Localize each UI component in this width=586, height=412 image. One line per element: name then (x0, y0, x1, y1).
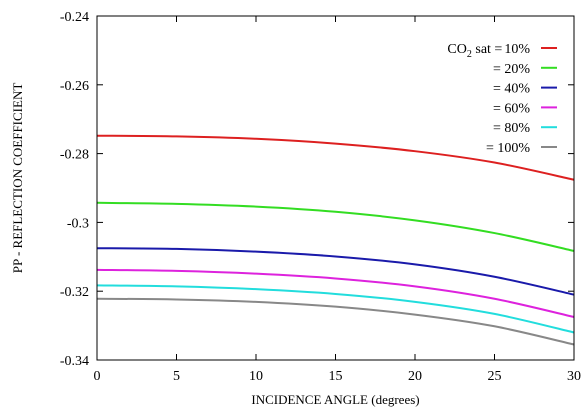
x-axis-label: INCIDENCE ANGLE (degrees) (251, 392, 419, 407)
y-tick-label: -0.24 (60, 10, 89, 25)
legend-label: = 20% (493, 62, 530, 77)
axes: 0 5 10 15 20 25 30 -0.34 -0.32 -0.3 -0.28 -0.26 -0.2… (60, 10, 581, 384)
y-axis-label: PP - REFLECTION COEFFICIENT (10, 83, 25, 274)
legend-label: = 80% (493, 121, 530, 136)
legend: 10% = 20% = 40% = 60% = 80% = 100% CO2 sat = (447, 42, 557, 156)
legend-label: = 40% (493, 82, 530, 97)
series-line-80pct (96, 284, 575, 334)
y-tick-label: -0.32 (60, 285, 89, 300)
x-tick-label: 30 (567, 369, 581, 384)
series-line-60pct (96, 268, 575, 318)
x-tick-label: 5 (173, 369, 180, 384)
x-tick-label: 25 (488, 369, 502, 384)
x-tick-label: 15 (329, 369, 343, 384)
x-tick-label: 10 (249, 369, 263, 384)
y-tick-label: -0.28 (60, 148, 89, 163)
series-line-100pct (96, 297, 575, 346)
series-line-20pct (96, 201, 575, 252)
y-tick-label: -0.26 (60, 79, 89, 94)
legend-label: = 60% (493, 101, 530, 116)
legend-label: 10% (504, 42, 530, 57)
y-tick-label: -0.3 (67, 216, 89, 231)
x-tick-label: 0 (94, 369, 101, 384)
series-line-40pct (96, 247, 575, 296)
series-group (96, 134, 575, 346)
y-tick-label: -0.34 (60, 354, 89, 369)
plot-frame (96, 15, 575, 361)
series-line-10pct (96, 134, 575, 181)
x-tick-label: 20 (408, 369, 422, 384)
legend-label: = 100% (486, 141, 530, 156)
legend-prefix: CO2 sat = (447, 42, 502, 60)
